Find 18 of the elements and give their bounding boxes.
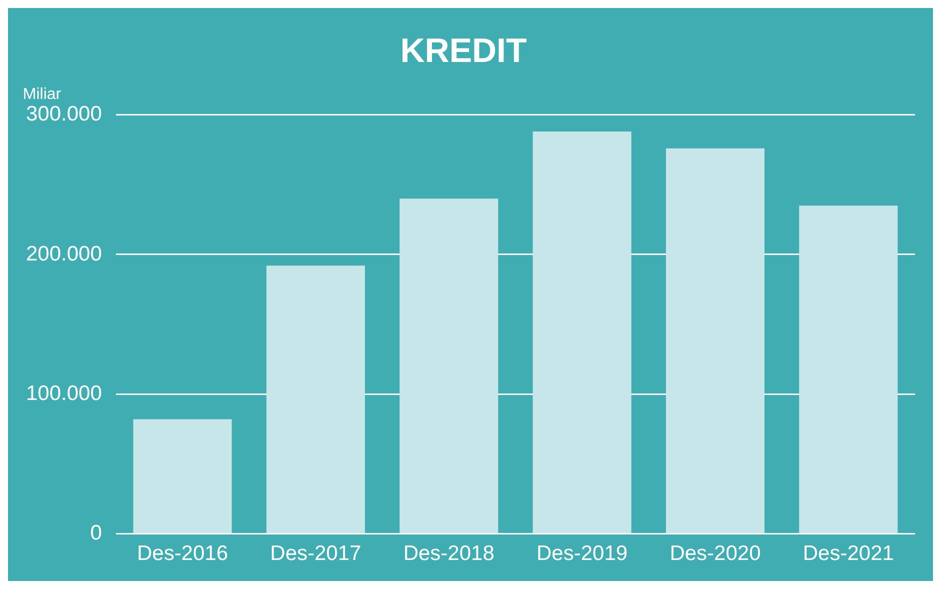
y-tick-label: 0 (90, 522, 102, 545)
x-tick-label: Des-2019 (536, 542, 628, 566)
bar (532, 132, 632, 534)
y-tick-label: 100.000 (26, 382, 102, 405)
bar (266, 266, 365, 534)
bar (400, 198, 498, 534)
x-tick-label: Des-2016 (136, 542, 228, 566)
x-tick-label: Des-2018 (403, 542, 494, 566)
bar (133, 419, 232, 534)
chart-title: KREDIT (400, 32, 528, 70)
bar (666, 148, 765, 534)
y-tick-label: 300.000 (26, 102, 102, 126)
bar (799, 206, 898, 534)
y-tick-label: 200.000 (26, 242, 102, 266)
x-tick-label: Des-2017 (270, 542, 362, 566)
x-tick-label: Des-2021 (802, 542, 894, 566)
x-tick-label: Des-2020 (670, 542, 761, 566)
y-axis-title: Miliar (22, 86, 62, 104)
